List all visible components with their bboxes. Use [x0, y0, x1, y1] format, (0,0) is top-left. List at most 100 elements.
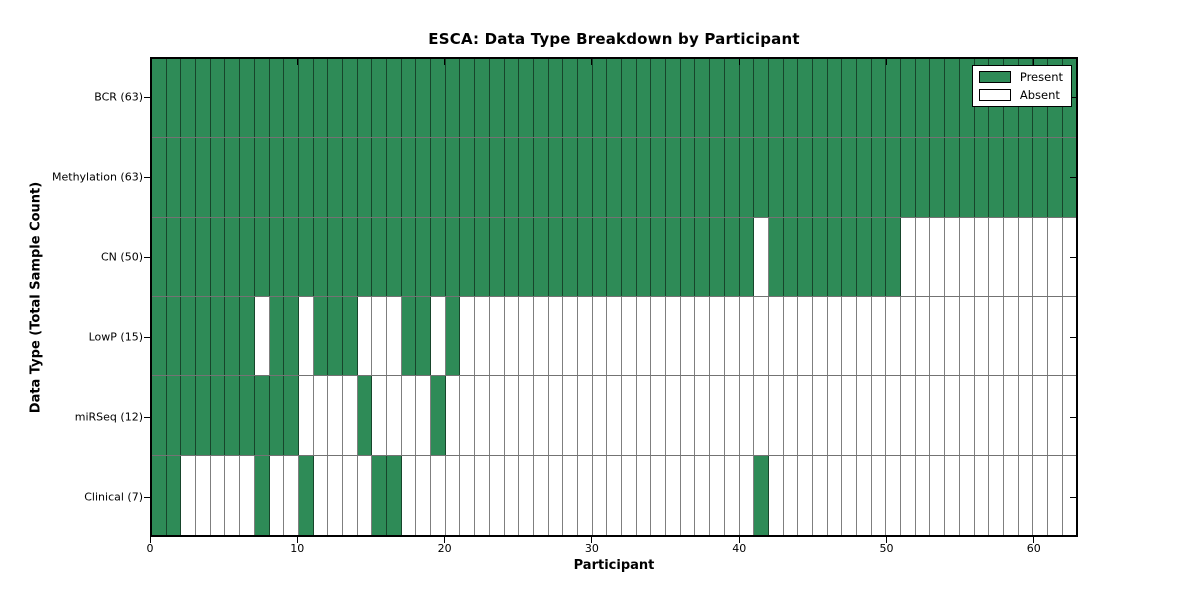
matrix-cell — [768, 138, 784, 217]
matrix-cell — [871, 376, 887, 455]
matrix-cell — [269, 296, 285, 376]
matrix-cell — [489, 59, 505, 138]
tick-mark — [149, 537, 151, 543]
matrix-cell — [842, 376, 857, 455]
matrix-cell — [695, 296, 711, 376]
matrix-cell — [724, 217, 740, 296]
matrix-cell — [901, 59, 916, 138]
matrix-cell — [842, 217, 857, 296]
matrix-cell — [181, 138, 197, 217]
matrix-cell — [225, 217, 241, 296]
matrix-cell — [240, 59, 255, 138]
legend-swatch-absent-icon — [978, 89, 1011, 101]
legend-label-absent: Absent — [1019, 88, 1060, 102]
matrix-cell — [196, 138, 211, 217]
matrix-cell — [901, 217, 916, 296]
matrix-cell — [886, 138, 902, 217]
matrix-cell — [431, 59, 446, 138]
matrix-cell — [519, 376, 534, 455]
matrix-cell — [724, 59, 740, 138]
matrix-cell — [754, 138, 769, 217]
matrix-cell — [181, 376, 197, 455]
matrix-cell — [152, 138, 167, 217]
matrix-cell — [930, 455, 946, 535]
matrix-cell — [710, 296, 725, 376]
matrix-cell — [284, 138, 299, 217]
matrix-cell — [475, 296, 490, 376]
matrix-cell — [754, 455, 769, 535]
tick-mark — [886, 59, 887, 65]
matrix-cell — [342, 138, 358, 217]
matrix-cell — [254, 296, 270, 376]
tick-mark — [1070, 416, 1076, 418]
tick-mark — [591, 59, 593, 65]
matrix-cell — [812, 296, 828, 376]
matrix-cell — [798, 138, 813, 217]
matrix-cell — [577, 138, 593, 217]
matrix-cell — [607, 455, 622, 535]
matrix-cell — [563, 59, 578, 138]
matrix-cell — [401, 217, 417, 296]
matrix-cell — [1033, 138, 1048, 217]
matrix-cell — [254, 217, 270, 296]
matrix-cell — [886, 296, 902, 376]
tick-mark — [144, 496, 150, 498]
matrix-cell — [901, 296, 916, 376]
matrix-cell — [842, 296, 857, 376]
matrix-cell — [196, 59, 211, 138]
matrix-cell — [959, 217, 975, 296]
matrix-cell — [886, 59, 902, 138]
matrix-cell — [298, 296, 314, 376]
matrix-cell — [313, 59, 329, 138]
matrix-cell — [945, 376, 960, 455]
matrix-cell — [636, 455, 652, 535]
tick-mark — [144, 256, 150, 258]
matrix-cell — [783, 217, 799, 296]
legend-item-absent: Absent — [978, 88, 1063, 102]
matrix-cell — [1018, 376, 1034, 455]
matrix-cell — [342, 376, 358, 455]
matrix-cell — [475, 138, 490, 217]
matrix-cell — [225, 138, 241, 217]
matrix-cell — [445, 455, 461, 535]
matrix-cell — [974, 296, 990, 376]
matrix-cell — [812, 376, 828, 455]
matrix-cell — [842, 455, 857, 535]
matrix-cell — [974, 376, 990, 455]
matrix-cell — [196, 376, 211, 455]
tick-mark — [1070, 496, 1076, 498]
matrix-cell — [475, 59, 490, 138]
matrix-cell — [196, 296, 211, 376]
matrix-cell — [724, 138, 740, 217]
matrix-cell — [680, 455, 696, 535]
matrix-cell — [622, 217, 637, 296]
matrix-cell — [372, 296, 387, 376]
matrix-cell — [768, 59, 784, 138]
matrix-cell — [519, 217, 534, 296]
matrix-cell — [298, 455, 314, 535]
matrix-cell — [372, 138, 387, 217]
matrix-cell — [460, 217, 476, 296]
matrix-cell — [519, 455, 534, 535]
matrix-cell — [783, 59, 799, 138]
matrix-cell — [1047, 217, 1063, 296]
matrix-cell — [416, 217, 432, 296]
matrix-cell — [651, 138, 667, 217]
matrix-cell — [504, 217, 520, 296]
matrix-cell — [901, 455, 916, 535]
matrix-cell — [1018, 296, 1034, 376]
matrix-cell — [181, 59, 197, 138]
matrix-cell — [240, 138, 255, 217]
matrix-cell — [181, 455, 197, 535]
matrix-cell — [739, 217, 755, 296]
matrix-cell — [313, 138, 329, 217]
matrix-cell — [152, 296, 167, 376]
matrix-cell — [974, 138, 990, 217]
matrix-cell — [548, 376, 564, 455]
matrix-cell — [387, 217, 402, 296]
matrix-cell — [812, 138, 828, 217]
matrix-cell — [563, 455, 578, 535]
matrix-cell — [959, 138, 975, 217]
x-axis-title: Participant — [573, 558, 655, 573]
matrix-cell — [475, 455, 490, 535]
